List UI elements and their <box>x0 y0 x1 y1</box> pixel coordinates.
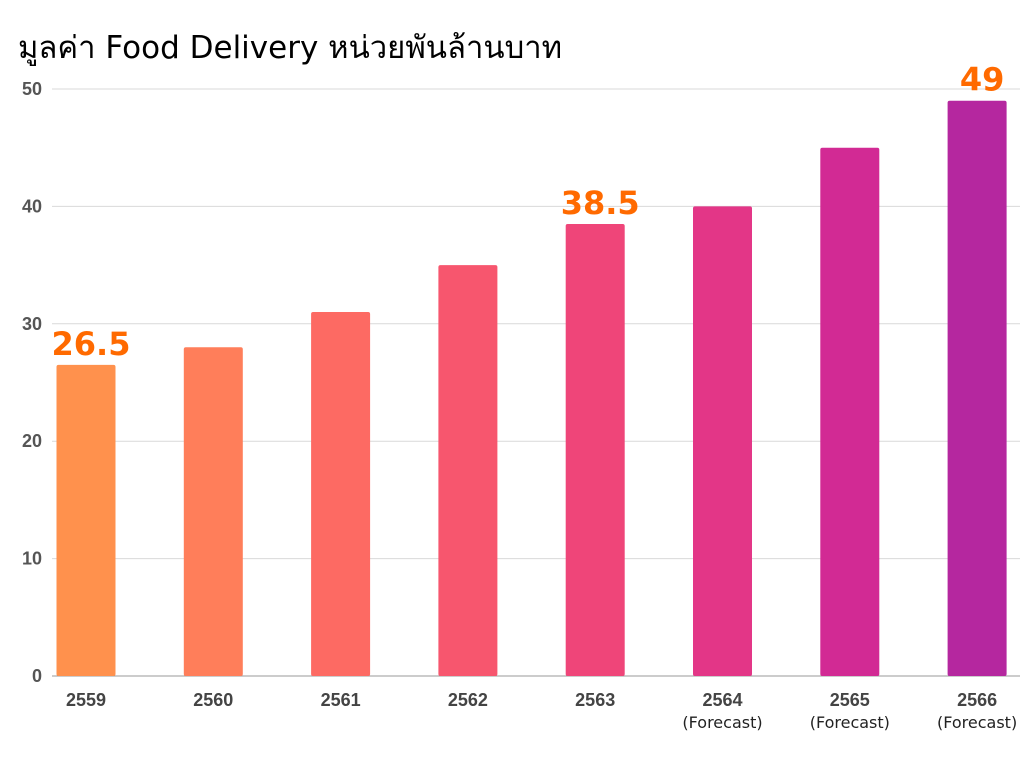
chart-title: มูลค่า Food Delivery หน่วยพันล้านบาท <box>18 30 563 66</box>
bar <box>820 147 880 676</box>
y-tick-label: 40 <box>22 196 42 216</box>
bar <box>693 206 752 676</box>
y-tick-label: 10 <box>22 549 42 569</box>
data-label: 26.5 <box>52 325 131 363</box>
data-label: 49 <box>960 61 1005 99</box>
x-tick-sublabel: (Forecast) <box>937 713 1017 732</box>
bar <box>947 100 1007 677</box>
x-tick-label: 2559 <box>66 690 106 710</box>
bar <box>438 265 498 676</box>
bar <box>56 364 116 676</box>
bar <box>183 347 243 676</box>
x-tick-label: 2564 <box>702 690 742 710</box>
x-tick-label: 2565 <box>830 690 870 710</box>
x-tick-label: 2561 <box>321 690 361 710</box>
bar <box>565 224 625 676</box>
y-tick-label: 30 <box>22 314 42 334</box>
x-tick-label: 2566 <box>957 690 997 710</box>
x-tick-label: 2562 <box>448 690 488 710</box>
data-label: 38.5 <box>561 184 640 222</box>
x-tick-sublabel: (Forecast) <box>682 713 762 732</box>
x-tick-label: 2560 <box>193 690 233 710</box>
y-tick-label: 0 <box>32 666 42 686</box>
y-tick-label: 50 <box>22 79 42 99</box>
bar <box>311 312 371 676</box>
x-tick-label: 2563 <box>575 690 615 710</box>
y-tick-label: 20 <box>22 431 42 451</box>
x-tick-sublabel: (Forecast) <box>810 713 890 732</box>
